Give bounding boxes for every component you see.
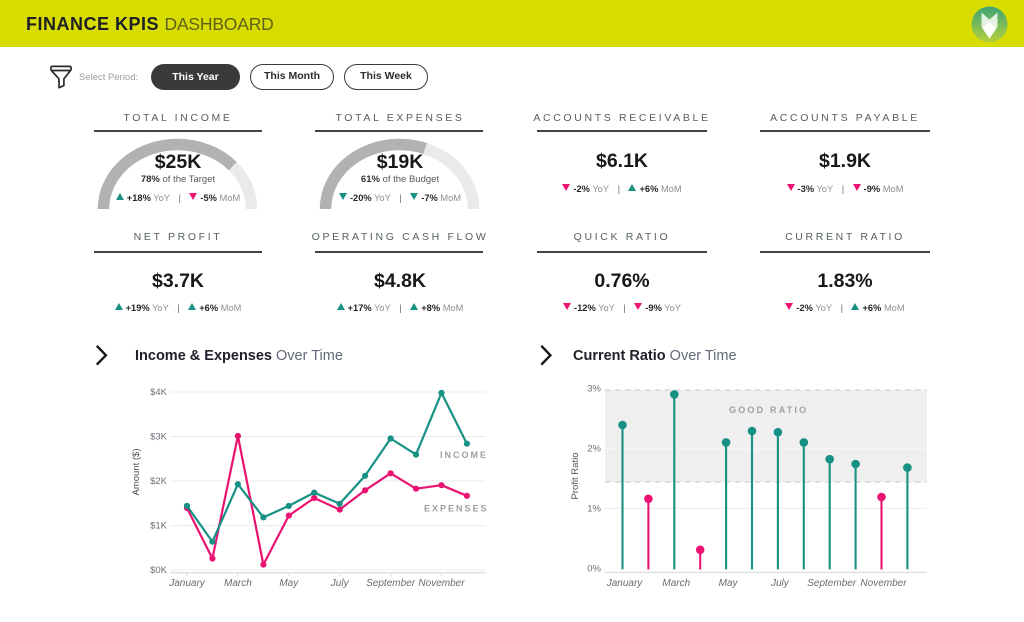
svg-text:July: July [330, 578, 350, 589]
svg-text:July: July [770, 578, 790, 589]
svg-text:$2K: $2K [150, 476, 168, 487]
svg-text:September: September [807, 578, 857, 589]
svg-text:January: January [606, 578, 644, 589]
svg-text:January: January [168, 578, 206, 589]
svg-text:Profit Ratio: Profit Ratio [570, 453, 581, 500]
svg-text:EXPENSES: EXPENSES [424, 504, 489, 514]
svg-text:November: November [418, 578, 465, 589]
svg-text:$0K: $0K [150, 565, 168, 576]
svg-text:May: May [279, 578, 299, 589]
svg-text:$1K: $1K [150, 521, 168, 532]
svg-text:0%: 0% [587, 564, 601, 575]
svg-text:November: November [860, 578, 907, 589]
svg-text:1%: 1% [587, 504, 601, 515]
svg-text:Amount ($): Amount ($) [131, 449, 142, 496]
svg-text:$4K: $4K [150, 387, 168, 398]
svg-text:May: May [719, 578, 739, 589]
svg-text:September: September [366, 578, 416, 589]
svg-text:3%: 3% [587, 384, 601, 395]
svg-text:$3K: $3K [150, 432, 168, 443]
svg-text:GOOD RATIO: GOOD RATIO [729, 405, 808, 415]
svg-text:March: March [662, 578, 690, 589]
svg-text:INCOME: INCOME [440, 450, 488, 460]
svg-text:March: March [224, 578, 252, 589]
svg-text:2%: 2% [587, 444, 601, 455]
